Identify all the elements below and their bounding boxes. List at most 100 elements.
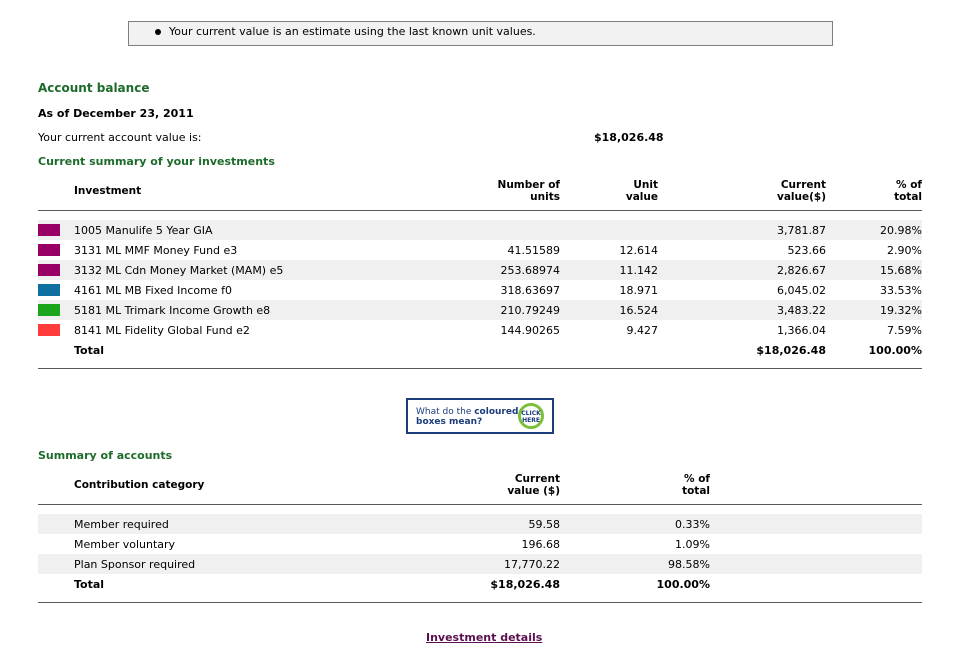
investment-name: 4161 ML MB Fixed Income f0 xyxy=(74,284,232,297)
col-unit-value-line2: value xyxy=(625,191,658,203)
col-acc-current: Current value ($) xyxy=(480,473,560,497)
col-unit-value-line1: Unit xyxy=(633,179,658,191)
click-here-badge-icon: CLICK HERE xyxy=(518,403,544,429)
col-units-line2: units xyxy=(530,191,560,203)
table-row: 4161 ML MB Fixed Income f0 318.63697 18.… xyxy=(38,280,922,300)
pct-total: 20.98% xyxy=(880,224,922,237)
total-pct: 100.00% xyxy=(656,578,710,591)
investment-name: 3131 ML MMF Money Fund e3 xyxy=(74,244,238,257)
col-investment: Investment xyxy=(74,185,142,197)
col-pct-line1: % of xyxy=(896,179,922,191)
notice-text: Your current value is an estimate using … xyxy=(169,25,536,38)
col-acc-current-line2: value ($) xyxy=(507,485,560,497)
help-line2: boxes mean? xyxy=(416,417,483,427)
badge-line2: HERE xyxy=(522,417,540,424)
account-value: $18,026.48 xyxy=(594,131,664,144)
category-name: Plan Sponsor required xyxy=(74,558,196,571)
col-acc-pct-line1: % of xyxy=(684,473,710,485)
divider xyxy=(38,504,922,505)
pct-total: 7.59% xyxy=(887,324,922,337)
table-row: 8141 ML Fidelity Global Fund e2 144.9026… xyxy=(38,320,922,340)
units: 144.90265 xyxy=(500,324,561,337)
col-acc-pct: % of total xyxy=(650,473,710,497)
category-current: 59.58 xyxy=(528,518,561,531)
table-row: 5181 ML Trimark Income Growth e8 210.792… xyxy=(38,300,922,320)
pct-total: 33.53% xyxy=(880,284,922,297)
col-unit-value: Unit value xyxy=(598,179,658,203)
unit-value: 16.524 xyxy=(619,304,659,317)
color-swatch xyxy=(38,324,60,336)
account-balance-heading: Account balance xyxy=(38,81,150,95)
category-current: 17,770.22 xyxy=(504,558,560,571)
divider xyxy=(38,210,922,211)
units: 318.63697 xyxy=(500,284,561,297)
table-row: 3131 ML MMF Money Fund e3 41.51589 12.61… xyxy=(38,240,922,260)
category-name: Member required xyxy=(74,518,169,531)
help-line1a: What do the xyxy=(416,407,475,417)
investment-name: 3132 ML Cdn Money Market (MAM) e5 xyxy=(74,264,284,277)
col-acc-pct-line2: total xyxy=(682,485,710,497)
account-value-label: Your current account value is: xyxy=(38,131,202,144)
units: 41.51589 xyxy=(507,244,561,257)
table-row: Member voluntary 196.68 1.09% xyxy=(38,534,922,554)
color-swatch xyxy=(38,304,60,316)
help-line1b: coloured xyxy=(474,407,519,417)
divider xyxy=(38,602,922,603)
current-value: 3,781.87 xyxy=(777,224,826,237)
pct-total: 15.68% xyxy=(880,264,922,277)
col-contribution-category: Contribution category xyxy=(74,479,205,491)
color-swatch xyxy=(38,224,60,236)
color-swatch xyxy=(38,244,60,256)
table-row: 3132 ML Cdn Money Market (MAM) e5 253.68… xyxy=(38,260,922,280)
category-current: 196.68 xyxy=(521,538,561,551)
investment-details-link[interactable]: Investment details xyxy=(426,631,543,644)
table-row: Plan Sponsor required 17,770.22 98.58% xyxy=(38,554,922,574)
total-label: Total xyxy=(74,578,105,591)
divider xyxy=(38,368,922,369)
current-value: 523.66 xyxy=(787,244,827,257)
current-value: 3,483.22 xyxy=(777,304,826,317)
badge-line1: CLICK xyxy=(521,410,541,417)
unit-value: 18.971 xyxy=(619,284,659,297)
total-row: Total $18,026.48 100.00% xyxy=(38,340,922,360)
unit-value: 11.142 xyxy=(619,264,659,277)
col-current-line2: value($) xyxy=(776,191,826,203)
color-swatch xyxy=(38,284,60,296)
total-current-value: $18,026.48 xyxy=(756,344,826,357)
category-name: Member voluntary xyxy=(74,538,176,551)
current-value: 1,366.04 xyxy=(777,324,826,337)
category-pct: 0.33% xyxy=(675,518,710,531)
col-pct-line2: total xyxy=(894,191,922,203)
notice-box: Your current value is an estimate using … xyxy=(128,21,833,46)
unit-value: 9.427 xyxy=(626,324,659,337)
coloured-boxes-help-button[interactable]: What do the coloured boxes mean? CLICK H… xyxy=(406,398,554,434)
table-row: 1005 Manulife 5 Year GIA 3,781.87 20.98% xyxy=(38,220,922,240)
bullet-icon xyxy=(155,29,161,35)
total-current-value: $18,026.48 xyxy=(490,578,560,591)
accounts-heading: Summary of accounts xyxy=(38,449,173,462)
units: 253.68974 xyxy=(500,264,561,277)
investment-name: 5181 ML Trimark Income Growth e8 xyxy=(74,304,271,317)
total-pct: 100.00% xyxy=(868,344,922,357)
pct-total: 19.32% xyxy=(880,304,922,317)
unit-value: 12.614 xyxy=(619,244,659,257)
investment-name: 8141 ML Fidelity Global Fund e2 xyxy=(74,324,250,337)
current-value: 6,045.02 xyxy=(777,284,826,297)
col-units: Number of units xyxy=(480,179,560,203)
col-units-line1: Number of xyxy=(497,179,560,191)
investments-heading: Current summary of your investments xyxy=(38,155,275,168)
help-button-text: What do the coloured boxes mean? xyxy=(416,407,518,427)
investment-name: 1005 Manulife 5 Year GIA xyxy=(74,224,213,237)
table-row: Member required 59.58 0.33% xyxy=(38,514,922,534)
current-value: 2,826.67 xyxy=(777,264,826,277)
category-pct: 98.58% xyxy=(668,558,710,571)
pct-total: 2.90% xyxy=(887,244,922,257)
total-row: Total $18,026.48 100.00% xyxy=(38,574,922,594)
category-pct: 1.09% xyxy=(675,538,710,551)
col-pct: % of total xyxy=(862,179,922,203)
col-acc-current-line1: Current xyxy=(514,473,560,485)
total-label: Total xyxy=(74,344,105,357)
col-current-value: Current value($) xyxy=(746,179,826,203)
units: 210.79249 xyxy=(500,304,561,317)
col-current-line1: Current xyxy=(780,179,826,191)
